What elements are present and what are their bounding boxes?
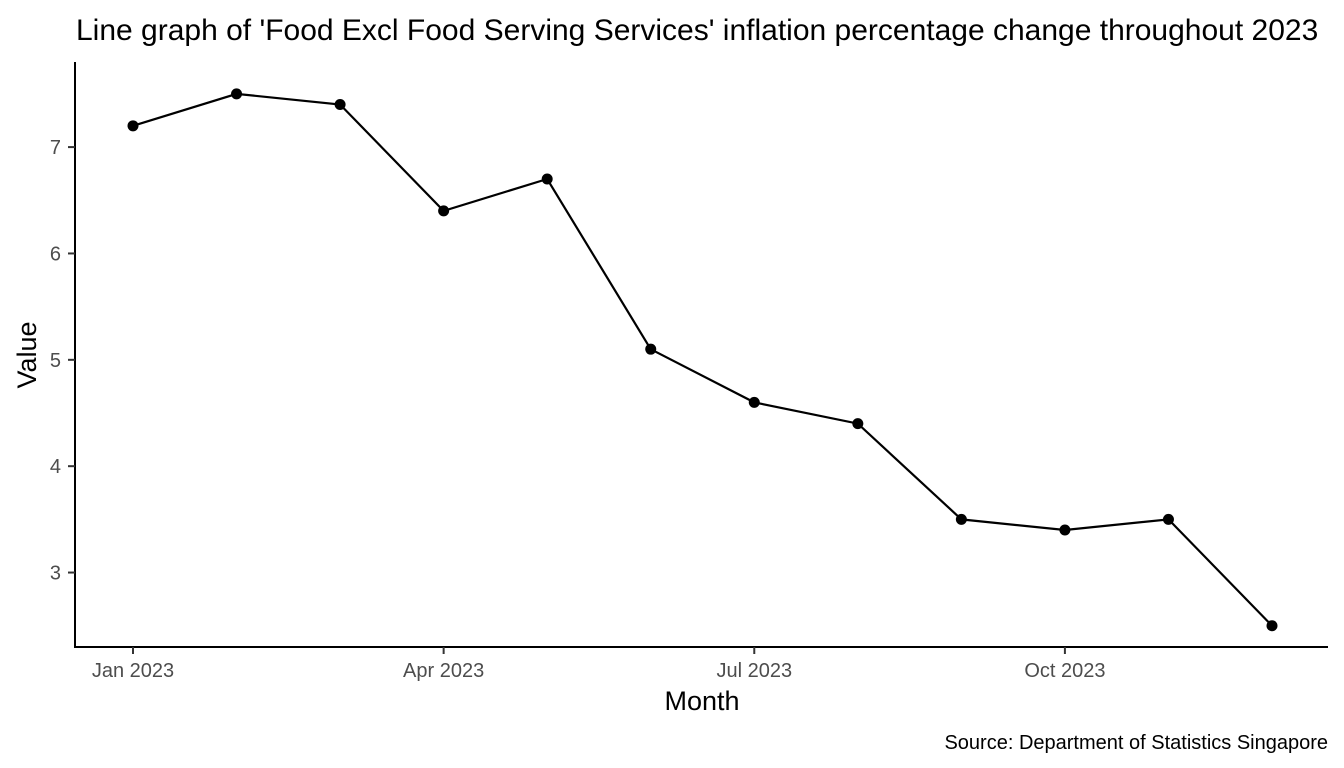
data-point: [127, 120, 139, 132]
y-tick-label: 6: [50, 243, 61, 265]
x-axis-title: Month: [664, 686, 739, 716]
data-point: [541, 173, 553, 185]
data-point: [334, 99, 346, 111]
series-line: [132, 92, 1273, 627]
data-point: [438, 205, 450, 217]
x-tick-label: Jul 2023: [716, 660, 792, 682]
y-axis-title: Value: [12, 321, 42, 388]
data-point: [852, 418, 864, 430]
x-ticks: Jan 2023 Apr 2023 Jul 2023 Oct 2023: [92, 647, 1105, 682]
data-points: [127, 88, 1278, 632]
y-ticks: 3 4 5 6 7: [50, 137, 75, 585]
data-point: [645, 343, 657, 355]
data-point: [1059, 524, 1071, 536]
data-point: [748, 396, 760, 408]
y-tick-label: 5: [50, 350, 61, 372]
chart-title: Line graph of 'Food Excl Food Serving Se…: [76, 14, 1318, 47]
data-point: [1266, 620, 1278, 632]
x-tick-label: Apr 2023: [403, 660, 484, 682]
data-point: [1162, 513, 1174, 525]
source-caption: Source: Department of Statistics Singapo…: [944, 732, 1328, 754]
x-tick-label: Oct 2023: [1024, 660, 1105, 682]
plot-area: 3 4 5 6 7 Jan 2023 Apr 2023 Jul 2023 Oct 2023: [50, 62, 1328, 682]
data-point: [955, 513, 967, 525]
y-tick-label: 3: [50, 563, 61, 585]
y-tick-label: 4: [50, 456, 61, 478]
x-tick-label: Jan 2023: [92, 660, 174, 682]
data-point: [231, 88, 243, 100]
y-tick-label: 7: [50, 137, 61, 159]
